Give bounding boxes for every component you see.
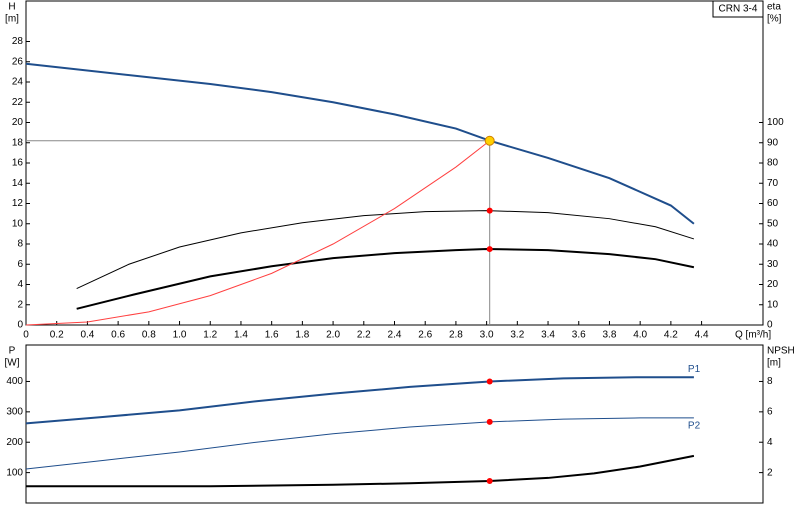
point-marker xyxy=(486,418,493,425)
x-tick-label: 2.2 xyxy=(357,330,371,341)
point-marker xyxy=(486,246,493,253)
y-tick-label: 300 xyxy=(6,406,23,417)
y2-tick-label: 2 xyxy=(767,467,773,478)
y-tick-label: 22 xyxy=(12,97,24,108)
y2-tick-label: 50 xyxy=(767,218,779,229)
point-marker xyxy=(486,378,493,385)
y-tick-label: 8 xyxy=(17,239,23,250)
y2-tick-label: 60 xyxy=(767,198,779,209)
x-tick-label: 3.8 xyxy=(603,330,617,341)
x-tick-label: 2.8 xyxy=(449,330,463,341)
y-tick-label: 20 xyxy=(12,117,24,128)
y-tick-label: 12 xyxy=(12,198,24,209)
model-label-box xyxy=(712,0,764,18)
x-tick-label: 1.8 xyxy=(295,330,309,341)
curve-label: P2 xyxy=(688,421,701,432)
y2-tick-label: 0 xyxy=(767,320,773,331)
point-marker xyxy=(486,207,493,214)
x-tick-label: 3.4 xyxy=(541,330,555,341)
y2-tick-label: 40 xyxy=(767,239,779,250)
x-tick-label: 0 xyxy=(23,330,29,341)
x-tick-label: 3.2 xyxy=(510,330,524,341)
point-marker xyxy=(486,477,493,484)
x-axis-label: Q [m³/h] xyxy=(735,330,771,341)
y-tick-label: 6 xyxy=(17,259,23,270)
y-tick-label: 0 xyxy=(17,320,23,331)
curve xyxy=(25,62,695,225)
y2-tick-label: 80 xyxy=(767,158,779,169)
point-marker xyxy=(484,135,495,146)
curve xyxy=(26,454,695,488)
x-tick-label: 4.0 xyxy=(633,330,647,341)
x-tick-label: 3.6 xyxy=(572,330,586,341)
y-tick-label: 100 xyxy=(6,467,23,478)
y2-tick-label: 4 xyxy=(767,437,773,448)
y2-axis-label: eta xyxy=(767,2,781,13)
curve xyxy=(25,376,694,425)
x-tick-label: 0.6 xyxy=(111,330,125,341)
y2-tick-label: 70 xyxy=(767,178,779,189)
y-tick-label: 10 xyxy=(12,218,24,229)
y2-axis-label: NPSH xyxy=(767,346,795,357)
y-axis-unit: [m] xyxy=(5,14,19,25)
y-tick-label: 16 xyxy=(12,158,24,169)
x-tick-label: 1.6 xyxy=(265,330,279,341)
y2-axis-unit: [%] xyxy=(767,14,782,25)
curve xyxy=(76,248,695,310)
x-tick-label: 1.4 xyxy=(234,330,248,341)
y-axis-unit: [W] xyxy=(5,358,20,369)
curve-label: P1 xyxy=(688,364,701,375)
y2-tick-label: 90 xyxy=(767,137,779,148)
y2-tick-label: 20 xyxy=(767,279,779,290)
x-tick-label: 4.4 xyxy=(695,330,709,341)
curve xyxy=(25,417,694,470)
x-tick-label: 2.0 xyxy=(326,330,340,341)
y2-tick-label: 30 xyxy=(767,259,779,270)
y2-tick-label: 6 xyxy=(767,406,773,417)
y2-tick-label: 10 xyxy=(767,299,779,310)
y2-tick-label: 8 xyxy=(767,376,773,387)
x-tick-label: 0.8 xyxy=(142,330,156,341)
x-tick-label: 0.2 xyxy=(50,330,64,341)
x-tick-label: 2.6 xyxy=(418,330,432,341)
x-tick-label: 4.2 xyxy=(664,330,678,341)
y-tick-label: 18 xyxy=(12,137,24,148)
model-label: CRN 3-4 xyxy=(719,4,758,15)
plot-frame xyxy=(25,344,764,504)
y-tick-label: 200 xyxy=(6,437,23,448)
y-tick-label: 14 xyxy=(12,178,24,189)
y-axis-label: P xyxy=(9,346,16,357)
y-tick-label: 24 xyxy=(12,77,24,88)
x-tick-label: 3.0 xyxy=(480,330,494,341)
y-tick-label: 28 xyxy=(12,36,24,47)
x-tick-label: 1.0 xyxy=(173,330,187,341)
y2-axis-unit: [m] xyxy=(767,358,781,369)
y-axis-label: H xyxy=(8,2,15,13)
y-tick-label: 26 xyxy=(12,56,24,67)
x-tick-label: 1.2 xyxy=(203,330,217,341)
curve xyxy=(76,210,695,290)
x-tick-label: 0.4 xyxy=(80,330,94,341)
curve xyxy=(25,140,491,326)
y-tick-label: 2 xyxy=(17,299,23,310)
y-tick-label: 4 xyxy=(17,279,23,290)
plot-frame xyxy=(25,0,764,326)
x-tick-label: 2.4 xyxy=(388,330,402,341)
y2-tick-label: 100 xyxy=(767,117,784,128)
y-tick-label: 400 xyxy=(6,376,23,387)
